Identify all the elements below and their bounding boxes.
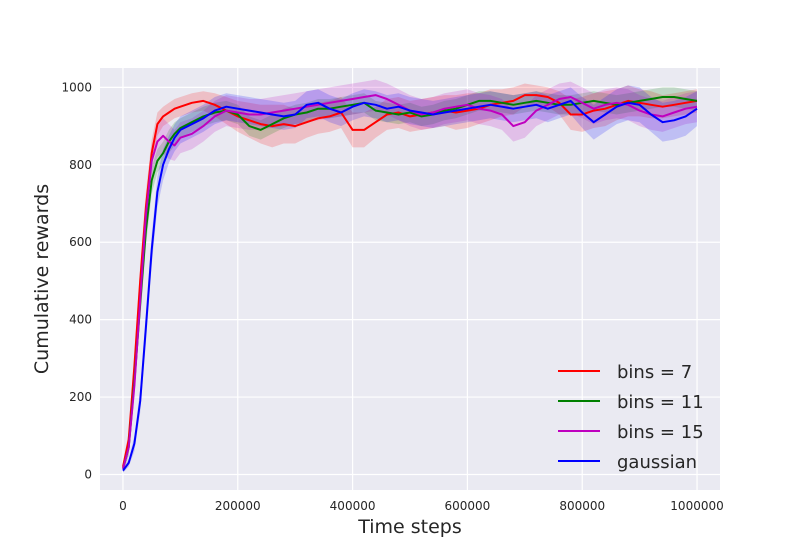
x-axis-label: Time steps bbox=[357, 516, 462, 538]
x-tick-label: 200000 bbox=[215, 499, 261, 513]
band-bins-15 bbox=[123, 79, 697, 473]
y-tick-labels: 0 200 400 600 800 1000 bbox=[61, 80, 92, 481]
y-tick-label: 400 bbox=[69, 313, 92, 327]
plot-background bbox=[100, 68, 720, 490]
x-tick-label: 400000 bbox=[330, 499, 376, 513]
x-tick-label: 0 bbox=[119, 499, 127, 513]
legend-label-bins-7: bins = 7 bbox=[617, 362, 692, 383]
line-gaussian bbox=[122, 99, 698, 472]
x-tick-label: 600000 bbox=[445, 499, 491, 513]
legend-label-bins-11: bins = 11 bbox=[617, 392, 704, 413]
line-bins-15 bbox=[122, 94, 698, 469]
line-bins-11 bbox=[122, 96, 698, 469]
x-tick-labels: 0 200000 400000 600000 800000 1000000 bbox=[119, 499, 724, 513]
y-tick-label: 200 bbox=[69, 390, 92, 404]
y-tick-label: 0 bbox=[84, 468, 92, 482]
grid bbox=[100, 68, 720, 490]
series-lines bbox=[122, 94, 698, 472]
y-tick-label: 1000 bbox=[61, 80, 92, 94]
x-tick-label: 800000 bbox=[559, 499, 605, 513]
band-gaussian bbox=[123, 85, 697, 473]
legend-label-gaussian: gaussian bbox=[617, 452, 697, 473]
x-tick-label: 1000000 bbox=[670, 499, 723, 513]
legend: bins = 7 bins = 11 bins = 15 gaussian bbox=[558, 362, 704, 473]
line-bins-7 bbox=[122, 94, 698, 468]
y-tick-label: 600 bbox=[69, 235, 92, 249]
legend-label-bins-15: bins = 15 bbox=[617, 422, 704, 443]
confidence-bands bbox=[123, 79, 697, 473]
y-axis-label: Cumulative rewards bbox=[31, 184, 53, 374]
band-bins-11 bbox=[123, 87, 697, 473]
y-tick-label: 800 bbox=[69, 158, 92, 172]
